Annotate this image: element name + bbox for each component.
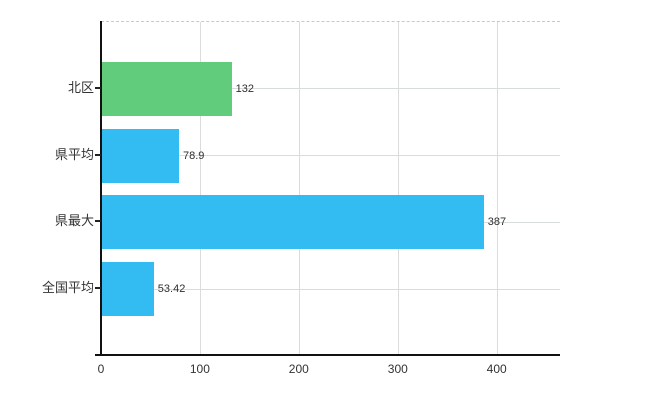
vertical-gridline	[199, 22, 201, 355]
bar-value-label: 78.9	[183, 149, 205, 162]
x-axis-line	[95, 354, 560, 356]
bar-value-label: 132	[235, 82, 254, 95]
bar	[101, 128, 179, 183]
x-tick-label: 200	[288, 362, 309, 376]
bar-value-label: 53.42	[157, 283, 186, 296]
x-tick-label: 0	[97, 362, 105, 376]
x-tick-label: 100	[189, 362, 210, 376]
plot-area: 132 78.9 387 53.42	[101, 21, 560, 355]
vertical-gridline	[298, 22, 300, 355]
bar	[101, 195, 484, 250]
y-axis-tick	[95, 220, 101, 223]
vertical-gridline	[397, 22, 399, 355]
category-label: 全国平均	[41, 280, 94, 296]
x-tick-label: 300	[387, 362, 408, 376]
bar	[101, 262, 154, 317]
category-label: 県最大	[54, 213, 94, 229]
y-axis-tick	[95, 153, 101, 156]
y-axis-line	[100, 21, 102, 356]
category-label: 県平均	[54, 146, 94, 162]
x-tick-label: 400	[486, 362, 507, 376]
bar	[101, 61, 232, 116]
bar-value-label: 387	[487, 216, 507, 229]
horizontal-gridline	[101, 288, 560, 290]
y-axis-tick	[95, 287, 101, 290]
horizontal-gridline	[101, 88, 560, 90]
category-label: 北区	[67, 79, 94, 95]
horizontal-gridline	[101, 155, 560, 157]
y-axis-tick	[95, 86, 101, 89]
vertical-gridline	[496, 22, 498, 355]
